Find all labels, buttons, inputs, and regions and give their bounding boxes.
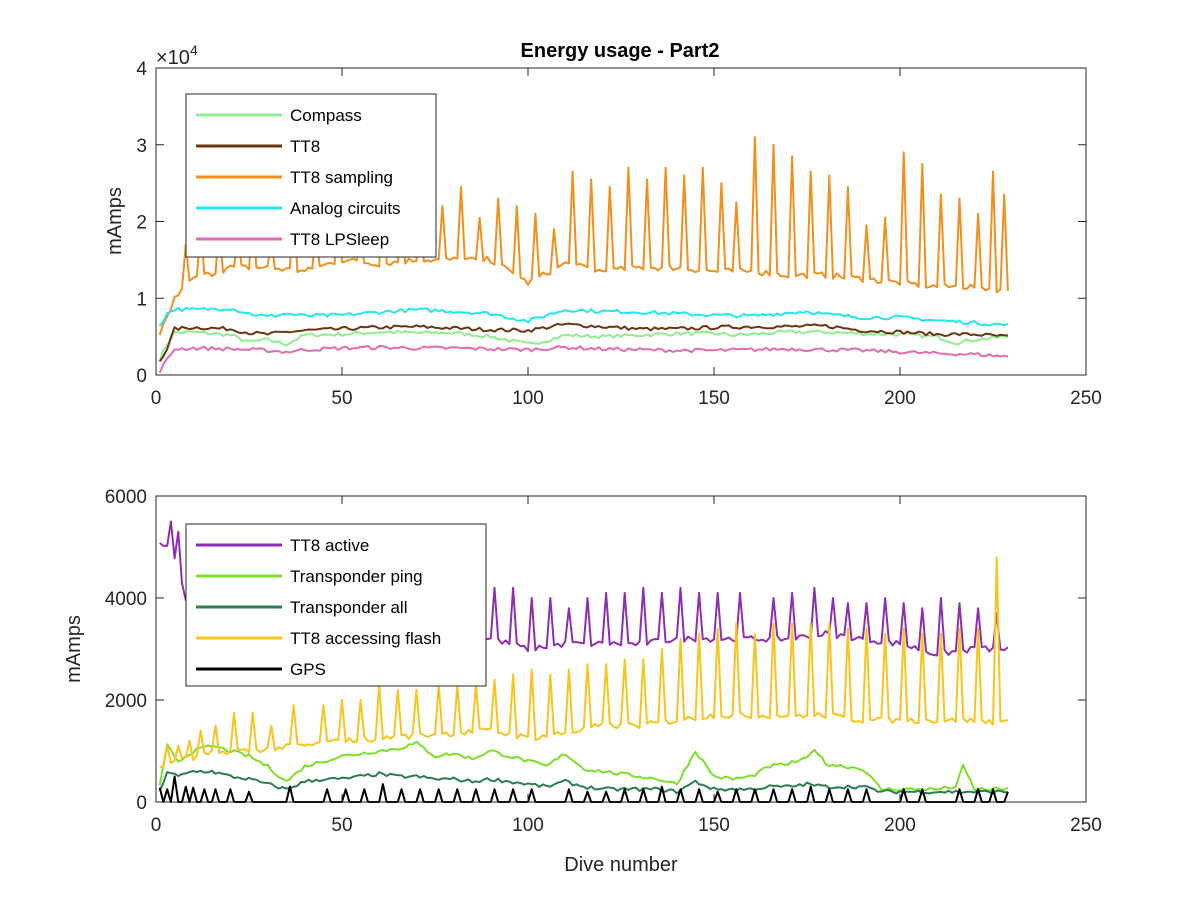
bottom-y-tick-label: 2000 (105, 691, 147, 712)
bottom-x-tick-label: 100 (512, 815, 544, 836)
series-line-tt8 (158, 322, 1008, 363)
legend-label-tt8: TT8 (290, 137, 320, 156)
top-x-tick-label: 250 (1070, 388, 1102, 409)
bottom-x-tick-label: 0 (151, 815, 162, 836)
legend-label-analog-circuits: Analog circuits (290, 199, 401, 218)
top-x-tick-label: 50 (331, 388, 352, 409)
bottom-x-tick-label: 200 (884, 815, 916, 836)
series-line-compass (158, 329, 1009, 362)
bottom-x-tick-label: 50 (331, 815, 352, 836)
bottom-y-tick-label: 0 (136, 793, 147, 814)
top-y-tick-label: 3 (136, 136, 147, 157)
bottom-y-tick-label: 4000 (105, 589, 147, 610)
bottom-axis-ticks: 0 50 100 150 200 250 0 2000 4000 6000 (105, 487, 1102, 836)
top-panel: Energy usage - Part2 ×104 mAmps 0 50 100 15… (104, 40, 1102, 409)
bottom-legend: TT8 active Transponder ping Transponder al… (185, 523, 487, 687)
top-axis-ticks: 0 50 100 150 200 250 0 1 2 3 4 (136, 59, 1101, 409)
top-x-tick-label: 200 (884, 388, 916, 409)
legend-label-compass: Compass (290, 106, 362, 125)
bottom-panel: mAmps Dive number 0 50 100 150 200 250 0 2000 40… (63, 487, 1102, 876)
legend-label-tt8-active: TT8 active (290, 536, 369, 555)
legend-label-transponder-all: Transponder all (290, 598, 408, 617)
series-line-tt8-lpsleep (158, 344, 1009, 374)
bottom-axes-box (155, 495, 1087, 803)
top-legend: Compass TT8 TT8 sampling Analog circuits TT8… (185, 93, 437, 258)
series-line-transponder-ping (158, 740, 1009, 792)
legend-label-transponder-ping: Transponder ping (290, 567, 423, 586)
series-line-tt8-sampling (158, 136, 1009, 336)
top-x-tick-label: 150 (698, 388, 730, 409)
series-line-tt8-accessing-flash (159, 556, 1009, 768)
top-plot-area (158, 136, 1009, 374)
legend-label-tt8-accessing-flash: TT8 accessing flash (290, 629, 441, 648)
legend-label-gps: GPS (290, 660, 326, 679)
chart-title: Energy usage - Part2 (521, 40, 720, 62)
series-line-transponder-all (158, 769, 1008, 795)
top-y-tick-label: 4 (136, 59, 147, 80)
top-y-axis-label: mAmps (104, 187, 126, 255)
bottom-legend-box (185, 523, 487, 687)
bottom-y-tick-label: 6000 (105, 487, 147, 508)
top-x-tick-label: 0 (151, 388, 162, 409)
top-y-tick-label: 2 (136, 213, 147, 234)
top-x-tick-label: 100 (512, 388, 544, 409)
legend-label-tt8-sampling: TT8 sampling (290, 168, 393, 187)
series-line-analog-circuits (158, 306, 1009, 327)
y-exponent-label: ×104 (156, 42, 198, 69)
bottom-x-axis-label: Dive number (564, 854, 678, 876)
bottom-y-axis-label: mAmps (63, 615, 85, 683)
top-y-tick-label: 0 (136, 366, 147, 387)
top-y-tick-label: 1 (136, 289, 147, 310)
bottom-x-tick-label: 150 (698, 815, 730, 836)
bottom-x-tick-label: 250 (1070, 815, 1102, 836)
legend-label-tt8-lpsleep: TT8 LPSleep (290, 230, 389, 249)
